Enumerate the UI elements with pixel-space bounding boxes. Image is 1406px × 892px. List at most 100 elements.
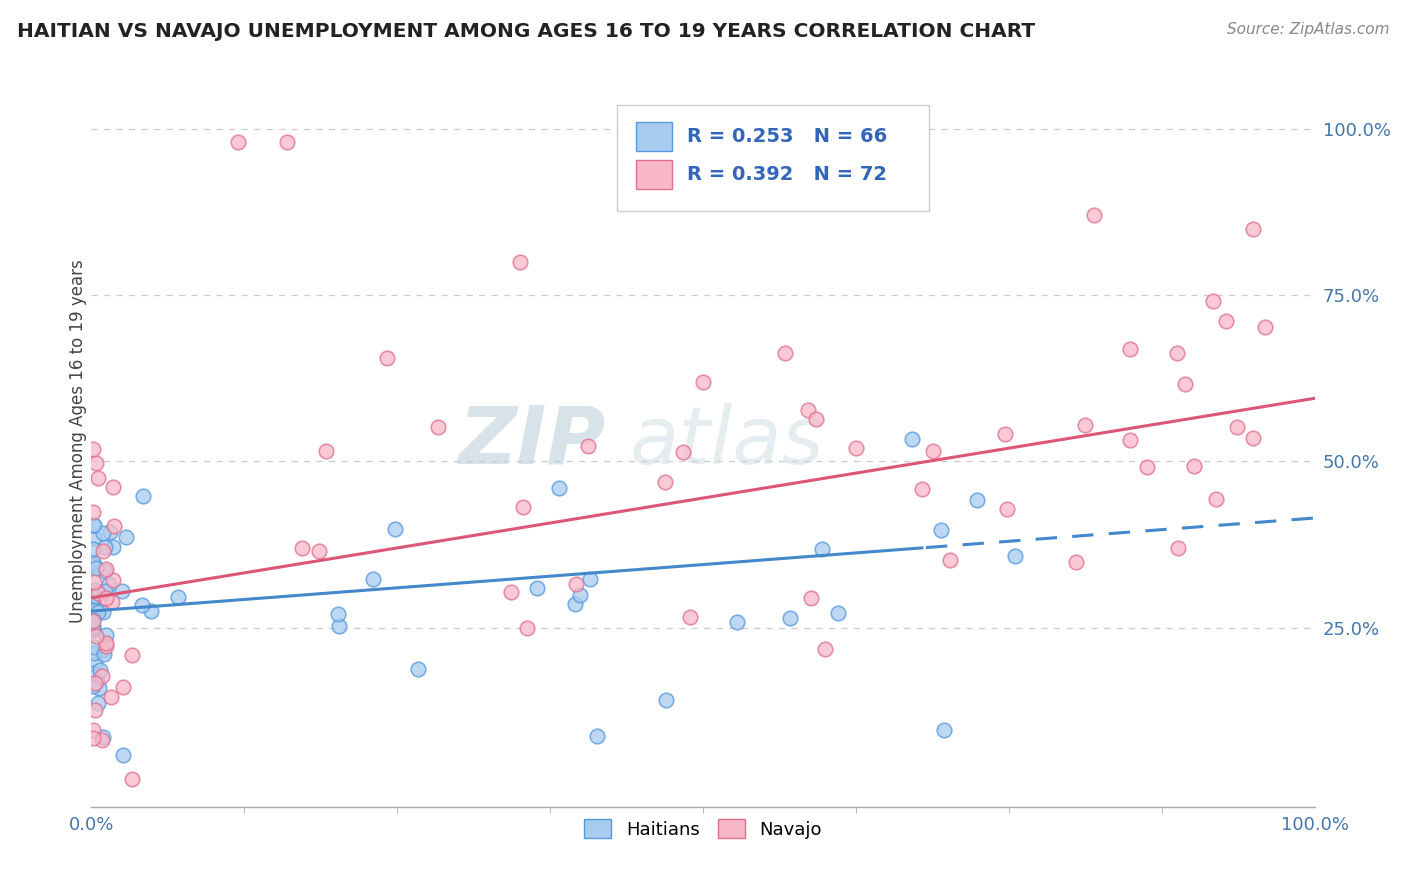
Point [1119, 433, 1142, 447]
Point [94, 636, 117, 650]
Point [83, 518, 105, 533]
Point [114, 530, 136, 544]
Point [91, 643, 114, 657]
Point [911, 482, 934, 496]
Point [692, 375, 714, 389]
Point [226, 136, 249, 150]
Point [84, 703, 107, 717]
Point [91, 526, 114, 541]
Point [94, 584, 117, 599]
Point [276, 136, 298, 150]
Point [1205, 492, 1227, 507]
Point [139, 604, 162, 618]
Point [89, 663, 111, 677]
Point [82, 723, 104, 737]
Point [938, 552, 960, 566]
Point [1202, 293, 1225, 308]
Point [995, 501, 1018, 516]
Point [96, 640, 118, 654]
Point [82, 665, 104, 680]
Point [101, 573, 124, 587]
Point [83, 675, 105, 690]
Point [111, 680, 134, 694]
Point [775, 346, 797, 360]
Text: R = 0.392   N = 72: R = 0.392 N = 72 [688, 165, 887, 184]
Point [82, 624, 104, 638]
Point [91, 730, 114, 744]
Point [796, 402, 818, 417]
Point [82, 619, 104, 633]
Y-axis label: Unemployment Among Ages 16 to 19 years: Unemployment Among Ages 16 to 19 years [69, 260, 87, 624]
Legend: Haitians, Navajo: Haitians, Navajo [576, 812, 830, 846]
Point [1119, 342, 1142, 356]
Point [966, 492, 988, 507]
Point [96, 591, 118, 605]
Point [586, 729, 609, 743]
Point [84, 603, 107, 617]
Point [112, 748, 135, 763]
Point [679, 610, 702, 624]
Point [565, 577, 588, 591]
Point [93, 647, 115, 661]
Point [82, 542, 104, 557]
Point [1254, 320, 1277, 334]
Point [308, 544, 330, 558]
Point [103, 519, 125, 533]
Point [291, 541, 314, 556]
Point [1243, 221, 1265, 235]
Point [167, 590, 190, 604]
Point [326, 607, 349, 621]
Point [1167, 541, 1189, 555]
Point [82, 555, 104, 569]
Point [82, 518, 104, 533]
Point [93, 605, 115, 619]
Point [509, 255, 531, 269]
Point [121, 772, 143, 787]
Point [900, 433, 922, 447]
Point [1083, 209, 1105, 223]
Point [1182, 458, 1205, 473]
Point [1241, 432, 1264, 446]
Point [83, 574, 105, 589]
Point [90, 732, 112, 747]
Point [86, 673, 108, 688]
Point [83, 558, 105, 572]
Point [82, 615, 104, 629]
Point [814, 642, 837, 657]
Point [83, 646, 105, 660]
Point [377, 351, 399, 365]
Point [103, 479, 125, 493]
Point [576, 439, 599, 453]
Point [111, 584, 134, 599]
Point [103, 541, 125, 555]
Point [994, 426, 1017, 441]
Point [512, 500, 534, 514]
Point [779, 611, 801, 625]
Point [83, 640, 105, 654]
Point [121, 648, 143, 662]
Point [361, 572, 384, 586]
Text: atlas: atlas [630, 402, 824, 481]
Point [82, 614, 104, 628]
Point [654, 475, 676, 489]
Point [132, 489, 155, 503]
Point [499, 585, 522, 599]
FancyBboxPatch shape [636, 160, 672, 189]
Point [800, 591, 823, 606]
Point [86, 456, 108, 470]
Point [87, 681, 110, 696]
Point [82, 679, 104, 693]
Point [84, 589, 107, 603]
Point [655, 693, 678, 707]
Point [516, 621, 538, 635]
Point [408, 663, 430, 677]
FancyBboxPatch shape [617, 105, 929, 211]
Point [82, 596, 104, 610]
Point [94, 540, 117, 554]
Point [96, 562, 118, 576]
Point [1064, 555, 1087, 569]
Point [806, 412, 828, 426]
Text: R = 0.253   N = 66: R = 0.253 N = 66 [688, 127, 887, 146]
Point [96, 628, 118, 642]
Point [427, 420, 450, 434]
